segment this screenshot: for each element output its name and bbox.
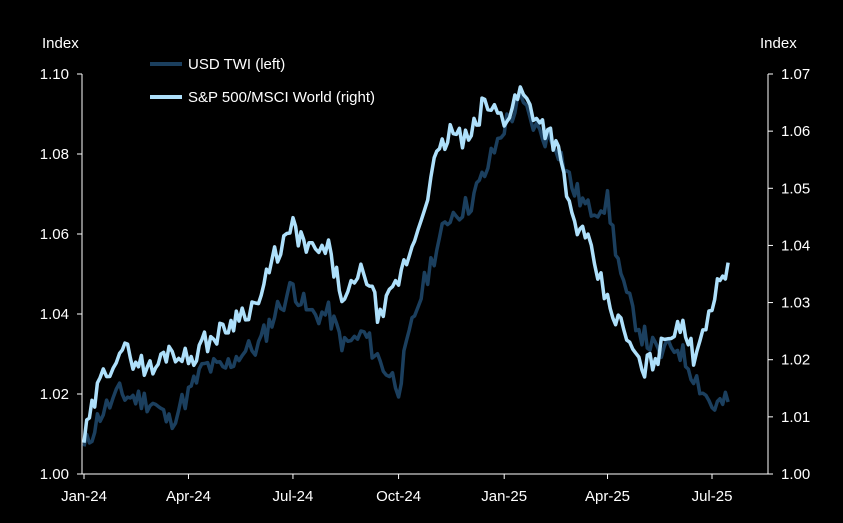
- right-axis-title: Index: [760, 35, 797, 52]
- legend-label: S&P 500/MSCI World (right): [188, 89, 375, 106]
- left-tick-label: 1.02: [40, 386, 69, 403]
- right-tick-label: 1.05: [781, 180, 810, 197]
- series-line: [82, 85, 730, 443]
- right-tick-label: 1.04: [781, 237, 810, 254]
- right-tick-label: 1.01: [781, 409, 810, 426]
- right-tick-label: 1.00: [781, 466, 810, 483]
- x-tick-label: Oct-24: [376, 488, 421, 505]
- series-line: [82, 92, 730, 447]
- left-tick-label: 1.10: [40, 66, 69, 83]
- legend: USD TWI (left) S&P 500/MSCI World (right): [150, 56, 375, 106]
- left-axis-title: Index: [42, 35, 79, 52]
- x-tick-label: Jan-24: [61, 488, 107, 505]
- right-tick-label: 1.06: [781, 123, 810, 140]
- x-tick-label: Apr-24: [166, 488, 211, 505]
- x-tick-label: Jan-25: [481, 488, 527, 505]
- left-tick-label: 1.06: [40, 226, 69, 243]
- series-lines: [82, 85, 730, 447]
- left-tick-label: 1.00: [40, 466, 69, 483]
- x-tick-label: Jul-24: [273, 488, 314, 505]
- right-tick-label: 1.02: [781, 352, 810, 369]
- x-tick-label: Apr-25: [585, 488, 630, 505]
- x-tick-label: Jul-25: [692, 488, 733, 505]
- left-tick-label: 1.04: [40, 306, 69, 323]
- left-tick-label: 1.08: [40, 146, 69, 163]
- axes: 1.00 1.02 1.04 1.06 1.08 1.10 1.00 1.01 1.02 1.03…: [40, 35, 810, 505]
- legend-label: USD TWI (left): [188, 56, 285, 73]
- right-tick-label: 1.07: [781, 66, 810, 83]
- right-tick-label: 1.03: [781, 295, 810, 312]
